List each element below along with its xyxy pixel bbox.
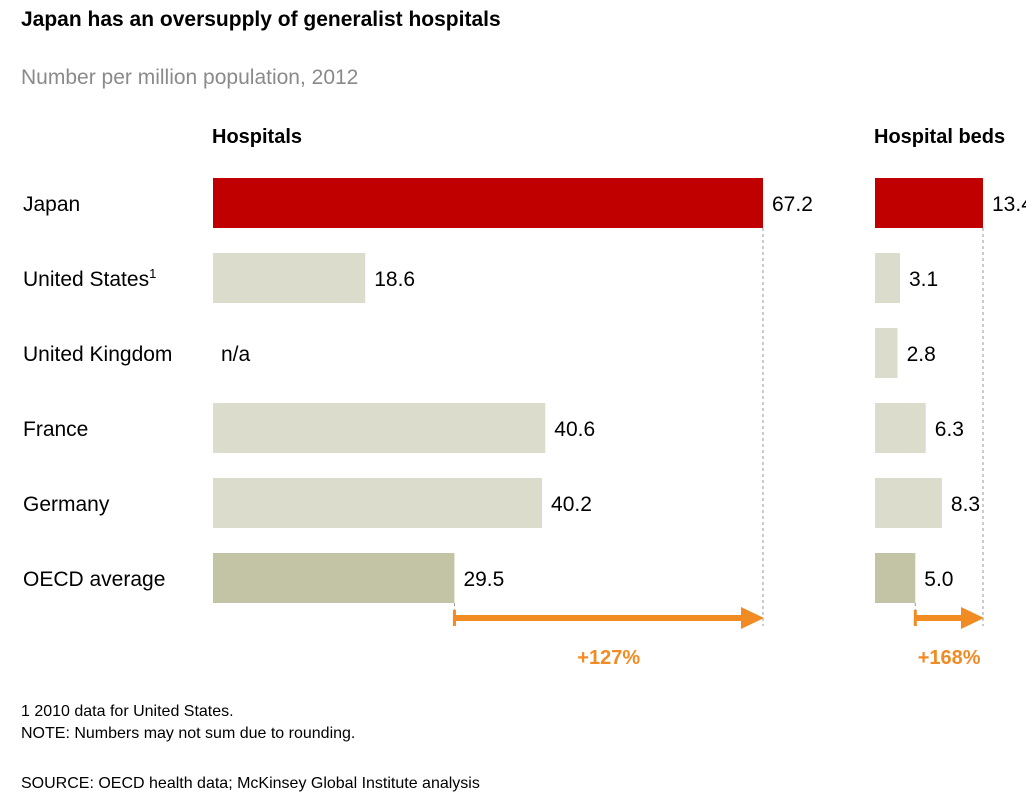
value-label-hospitals-united-kingdom: n/a [221, 343, 251, 366]
footnote-note: NOTE: Numbers may not sum due to roundin… [21, 725, 356, 742]
category-label-oecd-average: OECD average [23, 568, 166, 591]
comparison-arrow-head-hospitals [741, 607, 764, 629]
value-label-hospitals-united-states: 18.6 [374, 268, 415, 291]
category-label-united-kingdom: United Kingdom [23, 343, 173, 366]
bar-beds-germany [875, 478, 942, 528]
value-label-beds-united-kingdom: 2.8 [907, 343, 936, 366]
comparison-label-beds: +168% [918, 647, 981, 669]
chart-subtitle: Number per million population, 2012 [21, 66, 359, 89]
value-label-beds-france: 6.3 [935, 418, 964, 441]
chart-title: Japan has an oversupply of generalist ho… [21, 8, 501, 31]
value-label-hospitals-france: 40.6 [554, 418, 595, 441]
bar-hospitals-germany [213, 478, 543, 528]
bar-hospitals-japan [213, 178, 763, 228]
footnote-1: 1 2010 data for United States. [21, 703, 234, 720]
value-label-hospitals-oecd-average: 29.5 [463, 568, 504, 591]
bar-beds-united-kingdom [875, 328, 898, 378]
value-label-beds-germany: 8.3 [951, 493, 980, 516]
value-label-beds-united-states: 3.1 [909, 268, 938, 291]
bar-chart: 67.2 18.6 n/a 40.6 40.2 29.5 +127% 13.4 3.1 2.8 6.… [213, 178, 1026, 669]
bar-beds-oecd-average [875, 553, 916, 603]
bar-beds-united-states [875, 253, 900, 303]
value-label-beds-japan: 13.4 [992, 193, 1026, 216]
bar-beds-france [875, 403, 926, 453]
bar-hospitals-united-states [213, 253, 366, 303]
bar-beds-japan [875, 178, 983, 228]
comparison-label-hospitals: +127% [577, 647, 640, 669]
value-label-hospitals-japan: 67.2 [772, 193, 813, 216]
comparison-arrow-head-beds [961, 607, 984, 629]
value-label-hospitals-germany: 40.2 [551, 493, 592, 516]
value-label-beds-oecd-average: 5.0 [924, 568, 953, 591]
category-label-france: France [23, 418, 89, 441]
source-note: SOURCE: OECD health data; McKinsey Globa… [21, 775, 480, 792]
bar-hospitals-france [213, 403, 546, 453]
bar-hospitals-oecd-average [213, 553, 455, 603]
category-label-germany: Germany [23, 493, 110, 516]
panel-title-hospitals: Hospitals [212, 126, 303, 148]
category-label-japan: Japan [23, 193, 81, 216]
category-label-united-states: United States1 [23, 266, 157, 291]
footnote-marker: 1 [149, 266, 157, 281]
panel-title-hospital-beds: Hospital beds [874, 126, 1006, 148]
